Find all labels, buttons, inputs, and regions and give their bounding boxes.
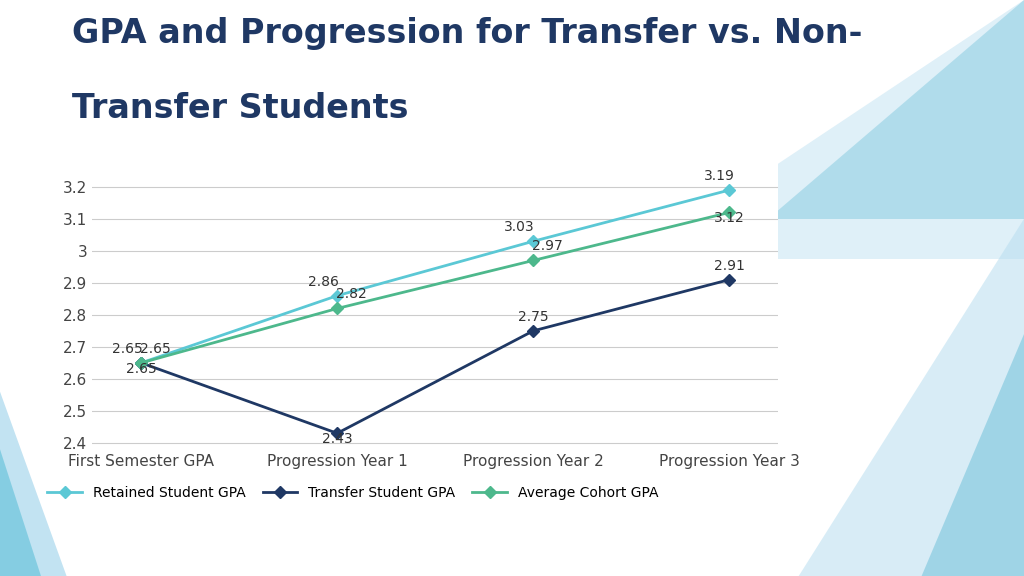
Text: 2.82: 2.82 — [336, 287, 367, 301]
Text: 2.97: 2.97 — [531, 240, 562, 253]
Text: 3.12: 3.12 — [714, 211, 744, 225]
Text: Transfer Students: Transfer Students — [72, 92, 409, 125]
Text: 2.65: 2.65 — [139, 342, 170, 356]
Text: 2.43: 2.43 — [322, 432, 352, 446]
Text: 3.19: 3.19 — [703, 169, 735, 183]
Legend: Retained Student GPA, Transfer Student GPA, Average Cohort GPA: Retained Student GPA, Transfer Student G… — [42, 480, 664, 506]
Text: 2.65: 2.65 — [112, 342, 142, 356]
Text: 2.65: 2.65 — [126, 362, 157, 376]
Text: 2.91: 2.91 — [714, 259, 744, 272]
Text: 3.03: 3.03 — [504, 220, 535, 234]
Text: 2.75: 2.75 — [518, 310, 549, 324]
Text: 2.86: 2.86 — [308, 275, 339, 289]
Text: GPA and Progression for Transfer vs. Non-: GPA and Progression for Transfer vs. Non… — [72, 17, 862, 50]
